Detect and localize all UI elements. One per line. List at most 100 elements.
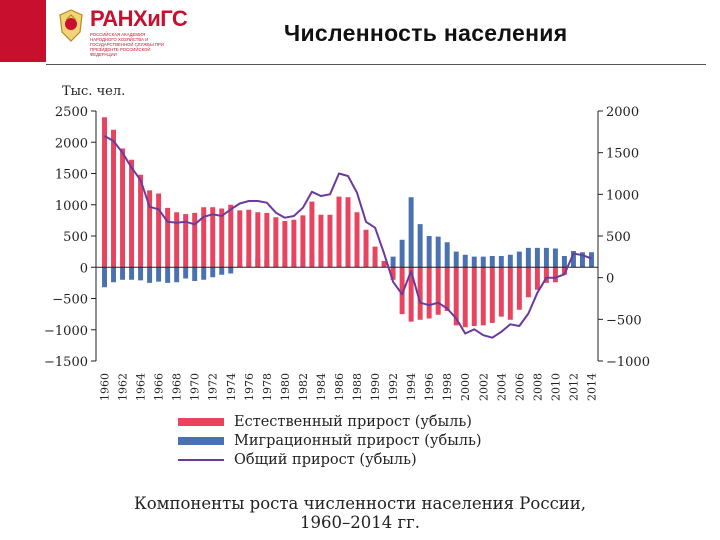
x-tick-label: 1974 xyxy=(225,373,238,401)
bar-natural xyxy=(291,219,297,268)
bar-natural xyxy=(480,267,486,326)
bar-migration xyxy=(174,267,180,283)
x-tick-label: 2014 xyxy=(585,373,598,401)
x-tick-label: 1984 xyxy=(315,373,328,401)
bar-natural xyxy=(129,159,135,268)
x-tick-label: 1990 xyxy=(369,373,382,401)
legend-label-total: Общий прирост (убыль) xyxy=(234,451,417,468)
x-tick-label: 1968 xyxy=(171,373,184,401)
left-tick-label: 500 xyxy=(63,230,88,245)
bar-migration xyxy=(147,267,153,283)
bar-migration xyxy=(417,224,423,268)
bar-natural xyxy=(210,207,216,268)
title-divider xyxy=(46,64,706,65)
bar-migration xyxy=(444,242,450,268)
x-tick-label: 1960 xyxy=(99,373,112,401)
left-tick-label: 0 xyxy=(80,261,88,276)
legend-swatch-natural xyxy=(178,417,224,426)
bar-natural xyxy=(453,267,459,326)
bar-migration xyxy=(534,247,540,268)
bar-migration xyxy=(129,267,135,280)
bar-migration xyxy=(138,267,144,281)
bar-migration xyxy=(102,267,107,288)
legend-swatch-migration xyxy=(178,436,224,445)
bar-natural xyxy=(219,208,225,268)
bar-migration xyxy=(525,247,531,268)
bar-migration xyxy=(516,251,522,268)
bar-migration xyxy=(579,252,585,268)
bar-natural xyxy=(111,129,117,268)
right-tick-label: 0 xyxy=(606,272,614,287)
left-tick-label: −1500 xyxy=(44,355,88,370)
bars xyxy=(102,117,594,328)
x-tick-label: 2004 xyxy=(495,373,508,401)
bar-natural xyxy=(507,267,513,320)
x-tick-label: 1994 xyxy=(405,373,418,401)
x-tick-label: 1962 xyxy=(117,373,130,401)
bar-migration xyxy=(228,267,234,274)
bar-migration xyxy=(156,267,162,282)
x-tick-label: 1982 xyxy=(297,373,310,401)
x-tick-label: 1998 xyxy=(441,373,454,401)
population-chart: Тыс. чел. 2500 2000 1500 1000 500 0 −500 −1000 −… xyxy=(44,84,650,401)
emblem-icon xyxy=(59,9,83,42)
bar-migration xyxy=(201,267,207,280)
bar-migration xyxy=(552,248,558,268)
bar-natural xyxy=(246,209,252,268)
legend: Естественный прирост (убыль) Миграционны… xyxy=(178,412,482,469)
legend-swatch-total xyxy=(178,458,224,461)
left-axis-unit: Тыс. чел. xyxy=(62,84,125,99)
bar-migration xyxy=(426,236,432,268)
x-tick-label: 1964 xyxy=(135,373,148,401)
bar-natural xyxy=(183,214,189,268)
bar-migration xyxy=(183,267,189,279)
bar-natural xyxy=(156,193,162,268)
bar-migration xyxy=(111,267,117,283)
logo: РАНХиГС РОССИЙСКАЯ АКАДЕМИЯ НАРОДНОГО ХО… xyxy=(58,8,188,57)
bar-natural xyxy=(327,214,333,268)
caption-line-1: Компоненты роста численности населения Р… xyxy=(133,494,587,513)
bar-natural xyxy=(372,246,378,268)
bar-natural xyxy=(228,204,234,268)
x-tick-label: 1992 xyxy=(387,373,400,401)
bar-natural xyxy=(336,196,342,268)
bar-natural xyxy=(282,221,288,268)
bar-migration xyxy=(489,256,495,268)
bar-migration xyxy=(543,247,549,268)
right-tick-label: 1000 xyxy=(606,188,639,203)
bar-natural xyxy=(318,214,324,268)
bar-migration xyxy=(498,256,504,268)
bar-migration xyxy=(570,251,576,268)
chart-caption: Компоненты роста численности населения Р… xyxy=(0,494,720,532)
bar-migration xyxy=(462,254,468,268)
bar-migration xyxy=(561,256,567,268)
bar-natural xyxy=(417,267,423,320)
left-tick-label: 1000 xyxy=(55,199,88,214)
legend-item-migration: Миграционный прирост (убыль) xyxy=(178,431,482,450)
legend-label-migration: Миграционный прирост (убыль) xyxy=(234,432,482,449)
bar-natural xyxy=(138,174,144,268)
right-tick-label: 500 xyxy=(606,230,631,245)
x-tick-label: 1972 xyxy=(207,373,220,401)
bar-natural xyxy=(309,201,315,268)
bar-natural xyxy=(516,267,522,310)
bar-natural xyxy=(408,267,414,322)
right-tick-label: −500 xyxy=(606,313,642,328)
bar-natural xyxy=(462,267,468,328)
bar-natural xyxy=(147,190,153,268)
bar-natural xyxy=(399,267,405,315)
bar-natural xyxy=(300,215,306,268)
x-tick-label: 1970 xyxy=(189,373,202,401)
bar-natural xyxy=(444,267,450,311)
bar-natural xyxy=(561,267,567,275)
bar-natural xyxy=(381,261,387,268)
bar-natural xyxy=(120,148,126,268)
right-tick-label: 1500 xyxy=(606,147,639,162)
bar-migration xyxy=(471,256,477,268)
x-tick-label: 2006 xyxy=(513,373,526,401)
bar-migration xyxy=(435,236,441,268)
x-tick-label: 1996 xyxy=(423,373,436,401)
bar-migration xyxy=(210,267,216,278)
logo-subtitle: РОССИЙСКАЯ АКАДЕМИЯ НАРОДНОГО ХОЗЯЙСТВА … xyxy=(90,32,165,57)
x-axis: 1960 1962 1964 1966 1968 1970 1972 1974 1976 1978… xyxy=(99,373,599,401)
